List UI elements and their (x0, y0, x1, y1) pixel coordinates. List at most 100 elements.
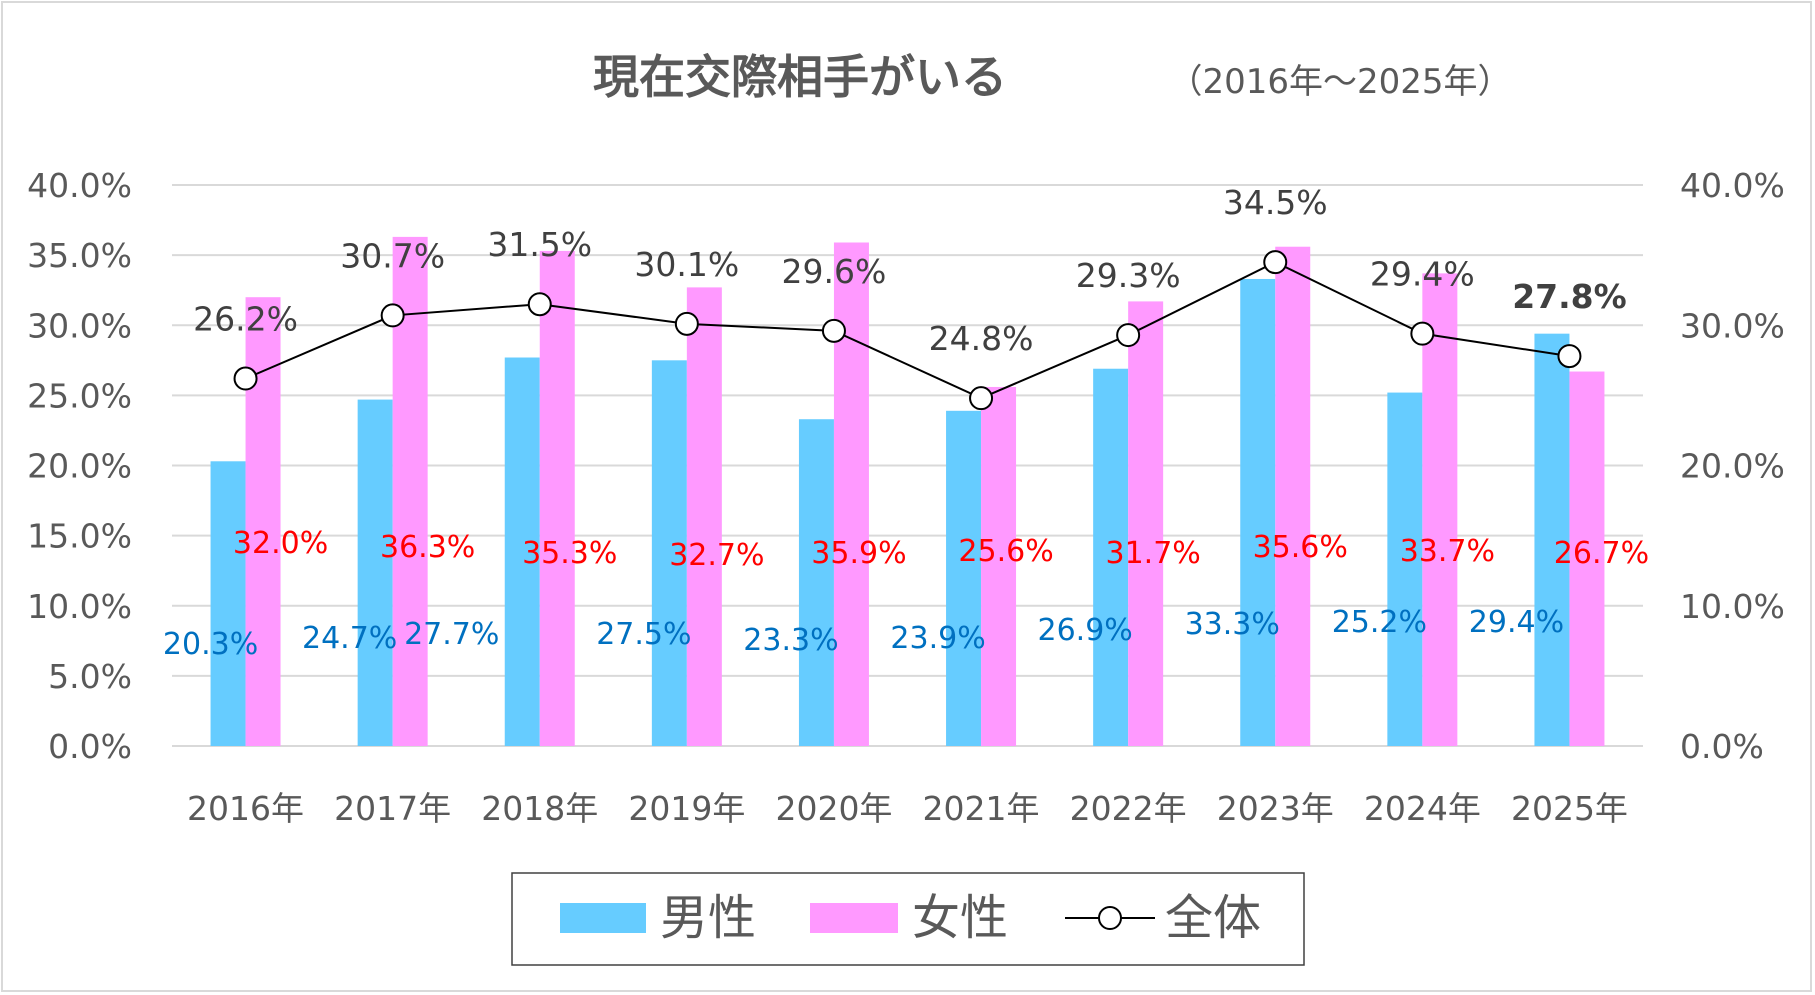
x-category-label: 2025年 (1511, 789, 1628, 828)
bar-male (210, 461, 246, 746)
total-data-label: 30.7% (340, 236, 445, 275)
bar-male (1534, 333, 1570, 746)
total-marker (233, 366, 258, 391)
male-data-label: 33.3% (1185, 607, 1280, 642)
legend-male-label: 男性 (660, 890, 756, 946)
total-data-label: 34.5% (1223, 183, 1328, 222)
legend: 男性 女性 全体 (511, 872, 1305, 966)
x-category-label: 2016年 (187, 789, 304, 828)
y-tick-label-left: 40.0% (27, 166, 132, 205)
x-category-label: 2021年 (923, 789, 1040, 828)
total-data-label: 29.3% (1076, 256, 1181, 295)
y-tick-label-left: 5.0% (48, 657, 132, 696)
female-data-label: 26.7% (1554, 536, 1649, 571)
bar-male (946, 410, 982, 746)
female-data-label: 32.7% (669, 538, 764, 573)
female-data-label: 32.0% (233, 526, 328, 561)
female-data-label: 31.7% (1105, 536, 1200, 571)
x-category-label: 2023年 (1217, 789, 1334, 828)
bar-female (539, 250, 575, 747)
total-marker (1557, 344, 1582, 369)
bar-male (1093, 368, 1129, 746)
bar-male (651, 360, 687, 746)
y-axis-right: 0.0% 10.0% 20.0% 30.0% 40.0% (1680, 166, 1785, 766)
female-data-label: 36.3% (380, 530, 475, 565)
total-data-label: 31.5% (487, 225, 592, 264)
bar-male (1240, 278, 1276, 746)
male-data-label: 20.3% (163, 627, 258, 662)
total-data-label: 29.6% (782, 252, 887, 291)
male-data-label: 27.5% (596, 617, 691, 652)
total-marker (821, 318, 846, 343)
bars (210, 236, 1605, 747)
total-marker (380, 303, 405, 328)
x-category-label: 2024年 (1364, 789, 1481, 828)
bar-male (798, 419, 834, 746)
male-data-label: 26.9% (1037, 613, 1132, 648)
bar-female (1275, 246, 1311, 746)
y-axis-left: 0.0% 5.0% 10.0% 15.0% 20.0% 25.0% 30.0% 35.0% 40… (27, 166, 132, 766)
legend-total-label: 全体 (1165, 890, 1261, 946)
bar-female (1569, 371, 1605, 746)
bar-female (245, 297, 281, 746)
y-tick-label-left: 0.0% (48, 727, 132, 766)
bar-male (1387, 392, 1423, 746)
total-line (233, 250, 1582, 411)
bar-female (686, 287, 722, 746)
x-axis: 2016年 2017年 2018年 2019年 2020年 2021年 2022年 2023年… (187, 789, 1628, 828)
legend-female-label: 女性 (912, 890, 1008, 946)
total-marker (674, 311, 699, 336)
total-data-label: 29.4% (1370, 255, 1475, 294)
bar-male (357, 399, 393, 746)
chart-subtitle: （2016年～2025年） (1168, 62, 1511, 102)
female-data-label: 35.9% (811, 536, 906, 571)
male-data-label: 27.7% (404, 617, 499, 652)
y-tick-label-left: 35.0% (27, 236, 132, 275)
y-tick-label-right: 10.0% (1680, 587, 1785, 626)
total-marker (969, 386, 994, 411)
total-data-label: 24.8% (929, 319, 1034, 358)
total-marker (1410, 321, 1435, 346)
x-category-label: 2019年 (628, 789, 745, 828)
male-data-label: 24.7% (302, 621, 397, 656)
female-data-label: 33.7% (1400, 534, 1495, 569)
x-category-label: 2018年 (481, 789, 598, 828)
bar-female (981, 386, 1017, 746)
male-data-label: 25.2% (1332, 605, 1427, 640)
y-tick-label-right: 40.0% (1680, 166, 1785, 205)
total-marker (1116, 323, 1141, 348)
y-tick-label-left: 25.0% (27, 376, 132, 415)
x-category-label: 2017年 (334, 789, 451, 828)
y-tick-label-left: 20.0% (27, 447, 132, 486)
total-data-label: 30.1% (634, 245, 739, 284)
total-marker (1263, 250, 1288, 275)
total-data-label: 26.2% (193, 300, 298, 339)
legend-male-swatch (560, 903, 646, 933)
female-data-label: 35.3% (522, 536, 617, 571)
bar-female (1422, 273, 1458, 746)
bar-male (504, 357, 540, 746)
y-tick-label-left: 30.0% (27, 306, 132, 345)
y-tick-label-left: 10.0% (27, 587, 132, 626)
total-data-label: 27.8% (1512, 277, 1627, 316)
data-labels: 26.2% 30.7% 31.5% 30.1% 29.6% 24.8% 29.3% 34.5%… (163, 183, 1649, 662)
male-data-label: 29.4% (1469, 605, 1564, 640)
legend-female-swatch (810, 903, 898, 933)
y-tick-label-right: 0.0% (1680, 727, 1764, 766)
y-tick-label-right: 20.0% (1680, 447, 1785, 486)
x-category-label: 2020年 (775, 789, 892, 828)
bar-female (833, 242, 869, 746)
male-data-label: 23.3% (743, 623, 838, 658)
female-data-label: 25.6% (958, 534, 1053, 569)
bar-female (1128, 301, 1164, 746)
male-data-label: 23.9% (890, 621, 985, 656)
total-marker (527, 292, 552, 317)
chart-title: 現在交際相手がいる (593, 50, 1007, 104)
total-line-path (245, 261, 1570, 400)
y-tick-label-left: 15.0% (27, 517, 132, 556)
female-data-label: 35.6% (1253, 530, 1348, 565)
y-tick-label-right: 30.0% (1680, 306, 1785, 345)
legend-total-marker (1098, 906, 1122, 930)
